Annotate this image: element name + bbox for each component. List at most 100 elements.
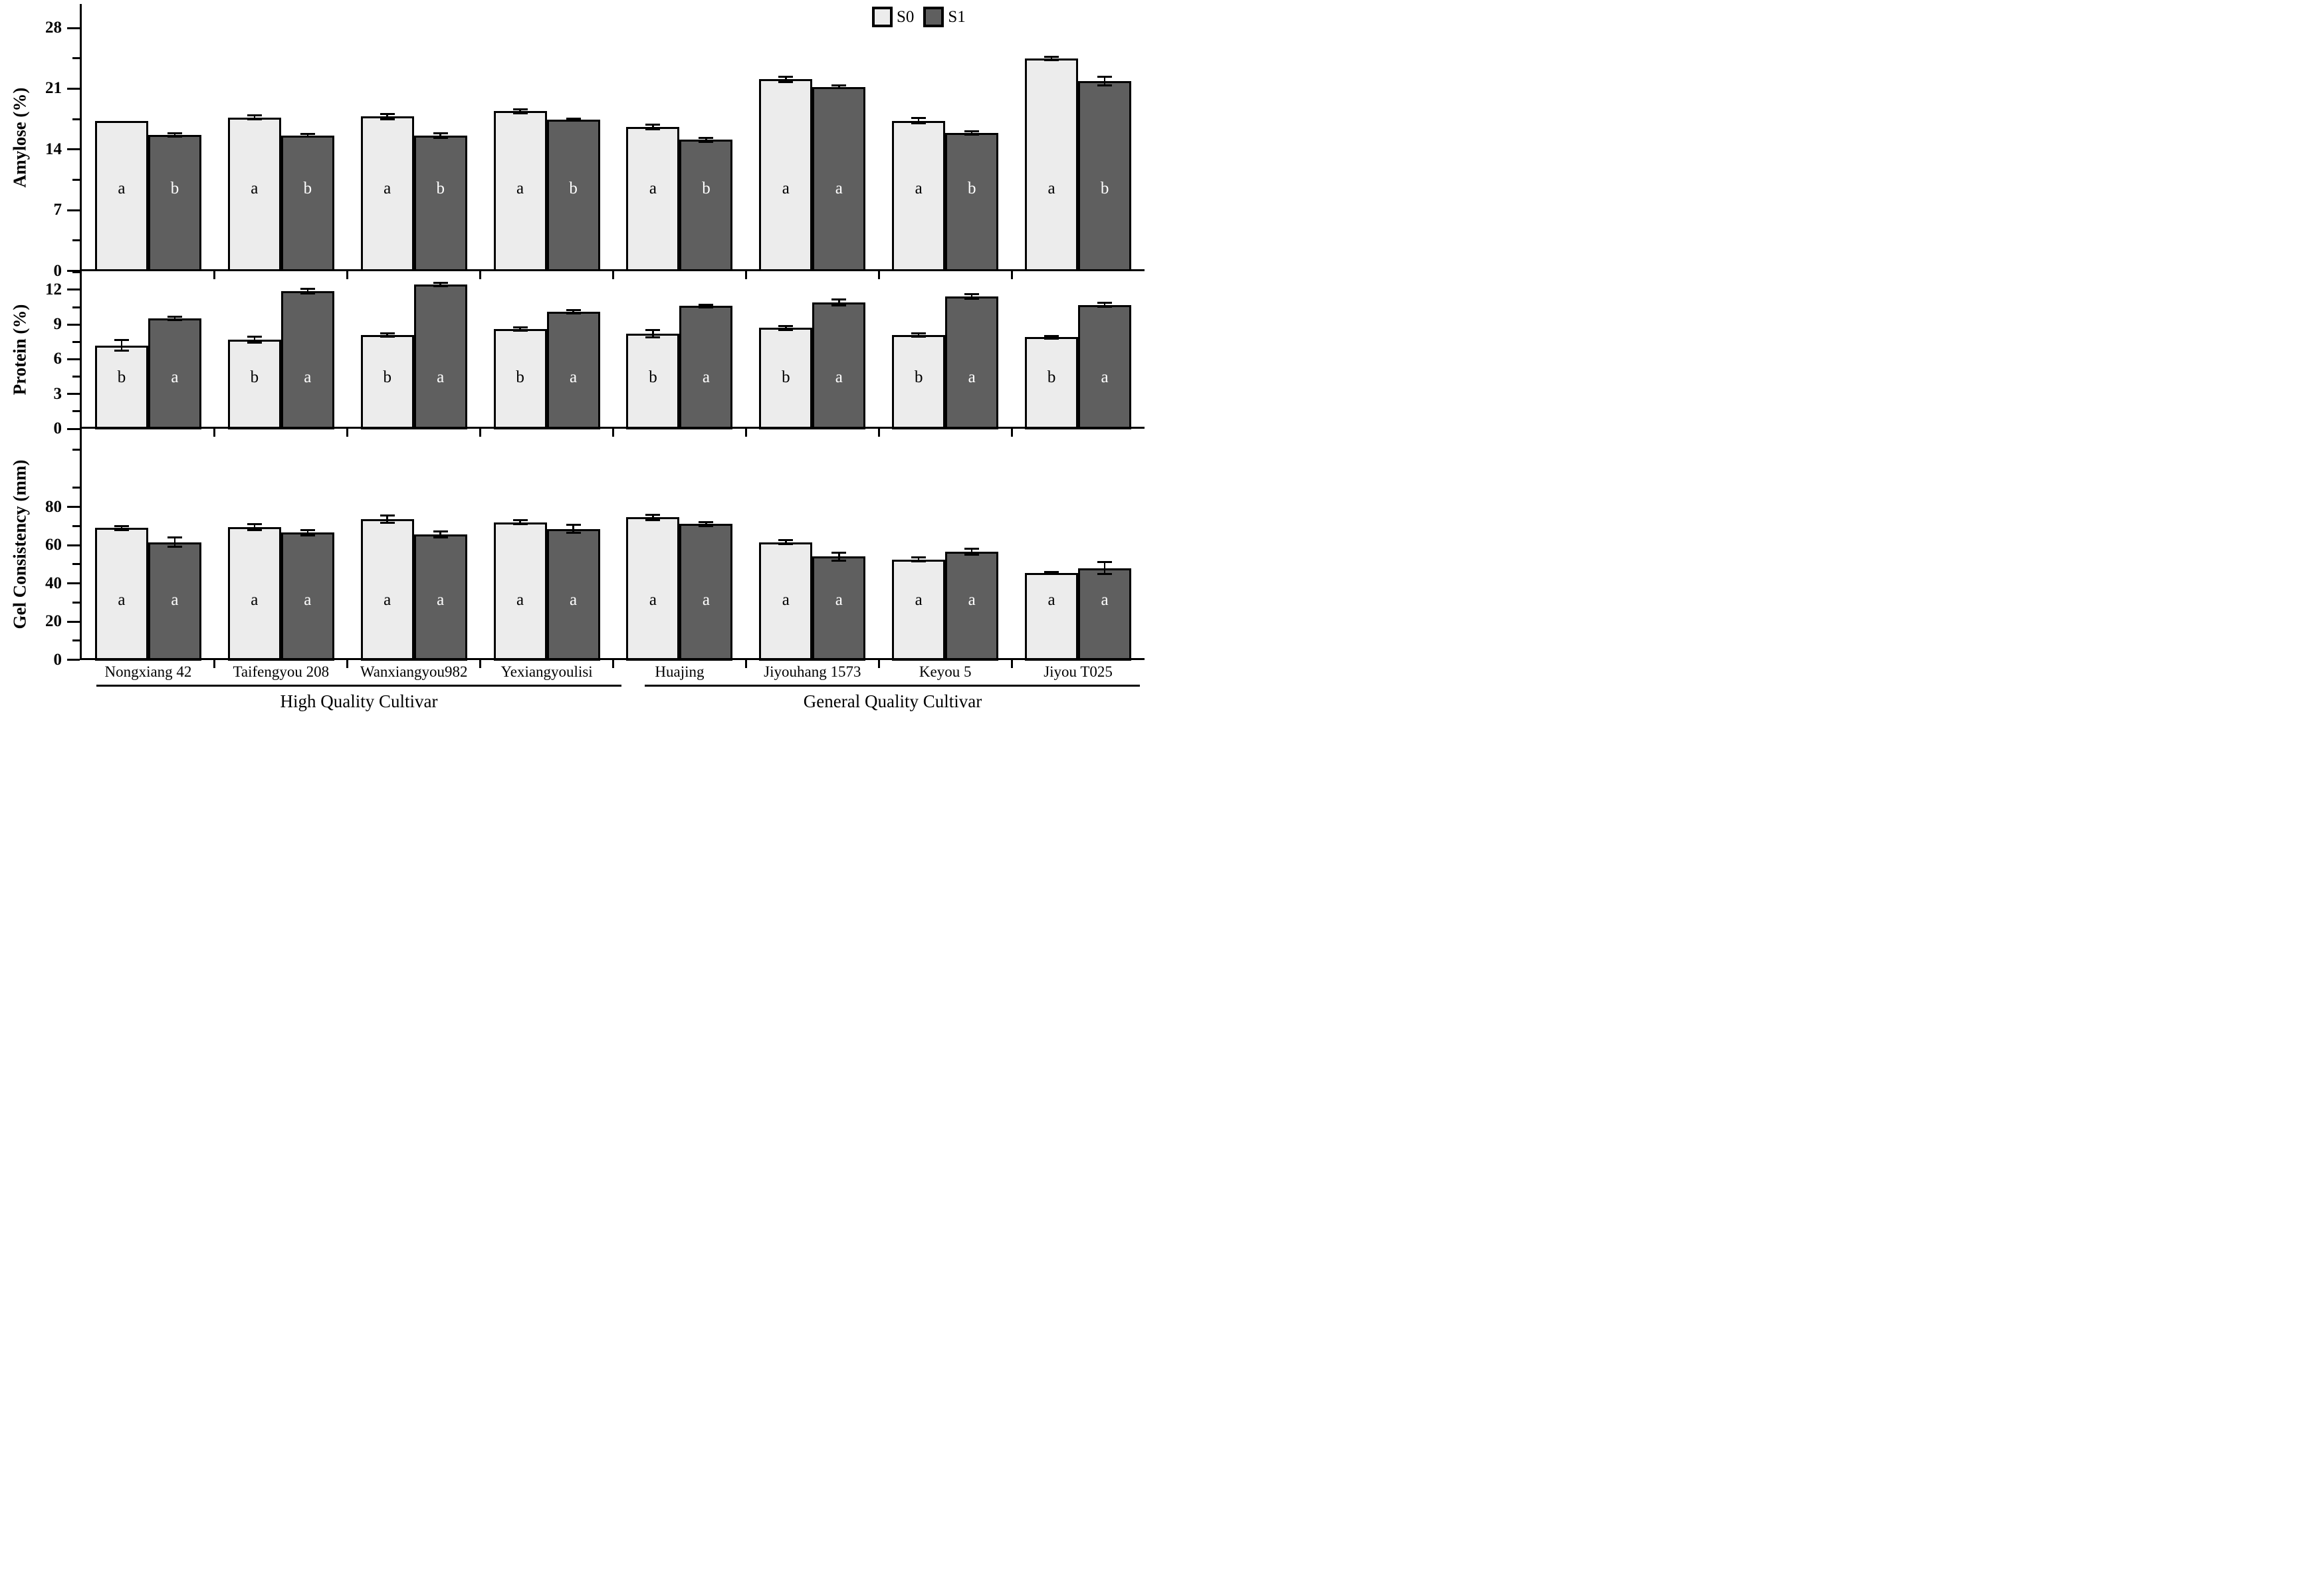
- y-major-tick-protein-9: [67, 323, 80, 326]
- error-cap-top: [380, 514, 395, 516]
- error-bar-s0-keyou-5-protein: [917, 333, 920, 337]
- error-cap-top: [167, 536, 182, 538]
- sig-letter-s0-keyou-5-gel-consistency: a: [915, 591, 923, 610]
- error-cap-bottom: [831, 304, 847, 306]
- error-cap-top: [911, 556, 927, 559]
- bar-s0-wanxiangyou982-protein: [360, 334, 414, 429]
- y-tick-label-amylose-21: 21: [45, 79, 62, 98]
- y-minor-tick-amylose-3.5: [72, 239, 80, 242]
- y-minor-tick-gel-consistency-30: [72, 601, 80, 604]
- error-bar-s0-jiyouhang-1573-amylose: [785, 76, 787, 82]
- bar-s1-jiyou-t025-amylose: [1078, 80, 1132, 272]
- error-bar-s0-keyou-5-amylose: [917, 118, 920, 124]
- error-bar-s0-huajing-protein: [652, 330, 654, 338]
- error-bar-s0-nongxiang-42-gel-consistency: [120, 526, 123, 530]
- error-bar-s1-wanxiangyou982-protein: [439, 283, 441, 286]
- category-label-huajing: Huajing: [655, 663, 705, 680]
- sig-letter-s0-huajing-gel-consistency: a: [649, 591, 657, 610]
- error-cap-top: [964, 293, 980, 296]
- bar-s0-jiyouhang-1573-protein: [759, 328, 813, 429]
- bar-s0-keyou-5-gel-consistency: [892, 559, 946, 661]
- error-cap-top: [247, 522, 262, 525]
- error-cap-bottom: [300, 136, 315, 138]
- error-bar-s0-wanxiangyou982-protein: [386, 333, 388, 337]
- error-cap-top: [1044, 55, 1059, 58]
- error-cap-top: [114, 339, 129, 342]
- sig-letter-s0-jiyouhang-1573-amylose: a: [782, 179, 790, 197]
- error-bar-s1-nongxiang-42-protein: [173, 316, 176, 320]
- error-cap-top: [433, 282, 448, 284]
- error-cap-bottom: [114, 349, 129, 352]
- y-minor-tick-protein-4.5: [72, 376, 80, 378]
- bar-s0-wanxiangyou982-amylose: [360, 116, 414, 272]
- y-tick-label-gel-consistency-60: 60: [45, 536, 62, 554]
- sig-letter-s1-yexiangyoulisi-amylose: b: [569, 179, 578, 197]
- y-major-tick-amylose-7: [67, 209, 80, 211]
- sig-letter-s0-wanxiangyou982-amylose: a: [384, 179, 391, 197]
- error-cap-bottom: [566, 120, 581, 122]
- error-bar-s1-taifengyou-208-protein: [306, 288, 309, 294]
- y-major-tick-gel-consistency-60: [67, 544, 80, 546]
- error-cap-bottom: [831, 87, 847, 90]
- error-bar-s0-taifengyou-208-gel-consistency: [253, 524, 256, 530]
- sig-letter-s0-jiyouhang-1573-protein: b: [782, 368, 790, 387]
- error-cap-top: [699, 521, 714, 523]
- sig-letter-s0-huajing-amylose: a: [649, 179, 657, 197]
- sig-letter-s1-jiyou-t025-protein: a: [1101, 368, 1109, 387]
- error-cap-bottom: [300, 292, 315, 294]
- bar-s0-taifengyou-208-gel-consistency: [227, 526, 281, 661]
- sig-letter-s1-jiyouhang-1573-amylose: a: [835, 179, 843, 197]
- error-cap-top: [380, 112, 395, 115]
- y-major-tick-amylose-21: [67, 87, 80, 90]
- y-minor-tick-gel-consistency-10: [72, 639, 80, 642]
- error-bar-s1-yexiangyoulisi-protein: [572, 310, 574, 314]
- sig-letter-s0-jiyouhang-1573-gel-consistency: a: [782, 591, 790, 610]
- bar-s1-taifengyou-208-protein: [280, 290, 334, 429]
- bar-s0-jiyouhang-1573-gel-consistency: [759, 542, 813, 661]
- error-cap-bottom: [699, 524, 714, 527]
- error-cap-bottom: [699, 306, 714, 308]
- panel-protein: [80, 271, 1145, 429]
- error-cap-top: [512, 326, 528, 329]
- y-minor-tick-protein-7.5: [72, 340, 80, 343]
- sig-letter-s1-huajing-protein: a: [702, 368, 710, 387]
- error-cap-bottom: [114, 528, 129, 531]
- error-bar-s0-jiyouhang-1573-protein: [785, 326, 787, 330]
- sig-letter-s1-nongxiang-42-amylose: b: [170, 179, 179, 197]
- error-cap-bottom: [699, 140, 714, 143]
- error-bar-s0-wanxiangyou982-amylose: [386, 114, 388, 120]
- sig-letter-s0-jiyou-t025-gel-consistency: a: [1047, 591, 1055, 610]
- x-tick-gel-consistency-5: [744, 659, 747, 668]
- error-cap-bottom: [778, 328, 794, 331]
- error-cap-top: [247, 336, 262, 338]
- sig-letter-s0-wanxiangyou982-gel-consistency: a: [384, 591, 391, 610]
- bar-s1-keyou-5-amylose: [945, 133, 999, 272]
- y-tick-label-gel-consistency-40: 40: [45, 574, 62, 592]
- error-cap-top: [831, 84, 847, 87]
- bar-s1-huajing-protein: [679, 306, 733, 429]
- group-underline-general-quality: [645, 685, 1140, 687]
- sig-letter-s1-taifengyou-208-amylose: b: [303, 179, 312, 197]
- x-tick-amylose-2: [346, 271, 349, 279]
- error-bar-s0-jiyou-t025-protein: [1050, 336, 1053, 339]
- bar-s0-jiyouhang-1573-amylose: [759, 79, 813, 272]
- x-tick-protein-4: [612, 429, 614, 437]
- error-bar-s1-huajing-amylose: [705, 138, 707, 142]
- panel-gel-consistency: [80, 429, 1145, 660]
- bar-s0-taifengyou-208-amylose: [227, 117, 281, 272]
- bar-s1-wanxiangyou982-protein: [413, 285, 467, 429]
- error-cap-bottom: [964, 553, 980, 556]
- rice-quality-figure: Amylose (%) Protein (%) Gel Consistency …: [0, 0, 1154, 798]
- bar-s0-jiyou-t025-amylose: [1025, 58, 1079, 272]
- y-tick-label-protein-0: 0: [53, 419, 62, 437]
- error-bar-s0-yexiangyoulisi-protein: [519, 327, 521, 331]
- x-tick-gel-consistency-7: [1010, 659, 1013, 668]
- error-bar-s1-wanxiangyou982-gel-consistency: [439, 531, 441, 538]
- category-label-nongxiang-42: Nongxiang 42: [104, 663, 192, 680]
- category-label-taifengyou-208: Taifengyou 208: [233, 663, 330, 680]
- error-cap-bottom: [167, 318, 182, 321]
- sig-letter-s0-jiyou-t025-protein: b: [1047, 368, 1056, 387]
- sig-letter-s0-nongxiang-42-gel-consistency: a: [118, 591, 126, 610]
- bar-s0-nongxiang-42-amylose: [94, 120, 148, 272]
- error-cap-bottom: [512, 112, 528, 115]
